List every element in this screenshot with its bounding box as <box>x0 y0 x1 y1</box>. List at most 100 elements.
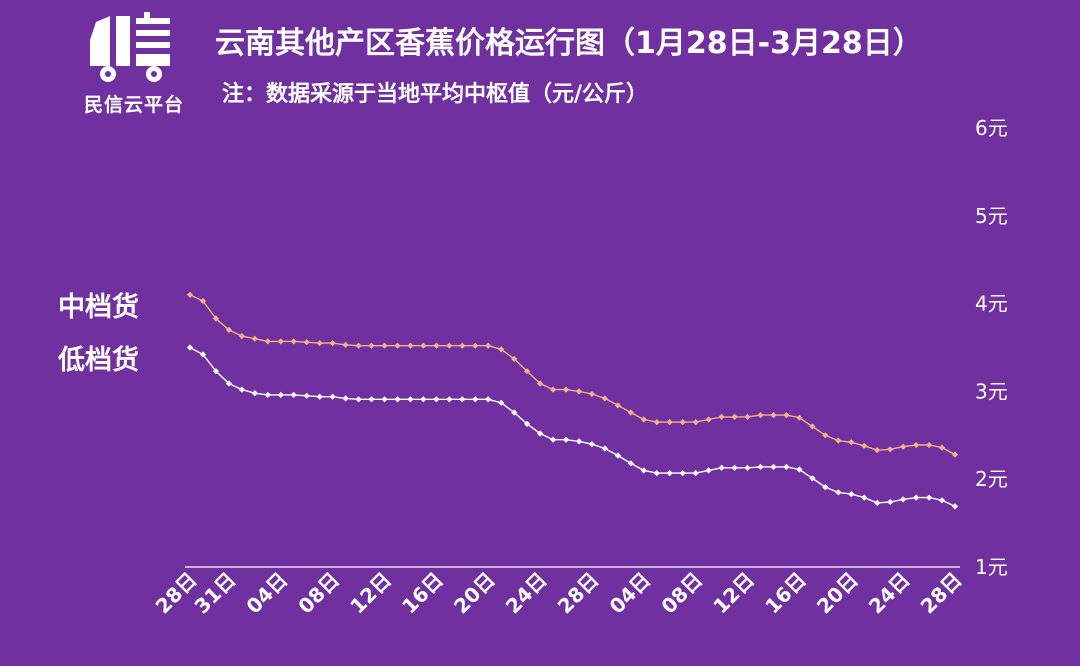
data-point <box>394 342 401 349</box>
data-point <box>679 469 686 477</box>
data-point <box>472 342 479 349</box>
data-point <box>290 338 297 345</box>
x-tick-label: 12日 <box>708 568 759 619</box>
y-tick-label: 5元 <box>975 204 1008 228</box>
data-point <box>938 497 946 504</box>
data-point <box>277 338 284 345</box>
data-point <box>264 338 271 345</box>
data-point <box>472 396 479 403</box>
data-point <box>653 418 660 426</box>
data-point <box>329 393 336 400</box>
data-point <box>848 439 855 446</box>
data-point <box>640 467 647 474</box>
data-point <box>329 339 336 347</box>
data-point <box>381 396 388 403</box>
y-tick-label: 2元 <box>975 467 1008 491</box>
data-point <box>498 399 505 406</box>
y-tick-label: 6元 <box>975 116 1008 140</box>
legend-low-grade: 低档货 <box>58 345 139 376</box>
data-point <box>770 411 777 419</box>
data-point <box>368 342 375 349</box>
data-point <box>459 342 466 349</box>
data-point <box>238 386 246 393</box>
data-point <box>303 339 310 346</box>
data-point <box>277 391 284 399</box>
x-tick-label: 16日 <box>760 568 811 619</box>
data-point <box>861 442 868 449</box>
chart-subtitle: 注：数据采源于当地平均中枢值（元/公斤） <box>222 82 649 107</box>
data-point <box>718 464 725 471</box>
data-point <box>251 390 258 397</box>
data-point <box>562 386 570 393</box>
data-point <box>549 386 557 393</box>
x-tick-label: 31日 <box>190 568 241 619</box>
data-point <box>355 342 362 349</box>
data-point <box>951 503 959 510</box>
data-point <box>744 413 751 421</box>
data-point <box>446 342 453 349</box>
data-point <box>498 346 505 353</box>
data-point <box>627 409 634 416</box>
x-tick-label: 28日 <box>151 568 202 619</box>
data-point <box>666 418 673 426</box>
data-point <box>290 391 297 399</box>
data-point <box>588 390 596 398</box>
data-point <box>925 494 933 501</box>
data-point <box>575 438 583 445</box>
data-point <box>951 451 959 458</box>
data-point <box>848 490 855 498</box>
data-point <box>238 332 246 340</box>
y-axis-ticks: 1元 2元 3元 4元 5元 6元 <box>975 116 1008 579</box>
x-tick-label: 28日 <box>553 568 604 619</box>
data-point <box>394 396 401 403</box>
data-point <box>912 494 920 501</box>
data-point <box>874 499 881 507</box>
data-point <box>653 469 660 477</box>
data-point <box>433 396 440 403</box>
data-point <box>835 489 842 496</box>
data-point <box>718 413 725 421</box>
x-tick-label: 08日 <box>293 568 344 619</box>
data-point <box>342 341 349 349</box>
data-point <box>861 494 868 501</box>
data-point <box>757 463 764 471</box>
data-point <box>627 460 634 467</box>
x-tick-label: 20日 <box>812 568 863 619</box>
series-line-mid-grade <box>189 294 956 456</box>
data-point <box>887 446 894 453</box>
data-point <box>316 339 323 347</box>
logo-text: 民信云平台 <box>83 94 184 116</box>
data-point <box>485 342 492 349</box>
data-point <box>368 396 375 403</box>
data-point <box>731 413 738 421</box>
data-point <box>731 464 738 471</box>
data-point <box>420 342 427 349</box>
data-point <box>575 388 583 395</box>
data-point <box>614 452 622 459</box>
x-tick-label: 04日 <box>241 568 292 619</box>
data-point <box>614 402 622 409</box>
data-point <box>912 441 920 449</box>
data-point <box>809 475 816 482</box>
data-point <box>381 342 388 349</box>
x-tick-label: 24日 <box>864 568 915 619</box>
data-point <box>938 444 946 451</box>
data-point <box>666 469 673 477</box>
y-tick-label: 1元 <box>975 555 1008 579</box>
data-point <box>186 344 194 351</box>
data-point <box>835 437 842 444</box>
data-point <box>601 445 609 452</box>
data-point <box>770 463 777 471</box>
data-point <box>744 464 751 471</box>
data-point <box>433 342 440 349</box>
data-point <box>485 396 492 403</box>
x-tick-label: 24日 <box>501 568 552 619</box>
data-point <box>899 443 907 450</box>
x-tick-label: 12日 <box>345 568 396 619</box>
data-point <box>588 440 596 448</box>
y-tick-label: 4元 <box>975 292 1008 316</box>
x-tick-label: 04日 <box>605 568 656 619</box>
data-point <box>407 396 414 403</box>
data-point <box>316 393 323 400</box>
